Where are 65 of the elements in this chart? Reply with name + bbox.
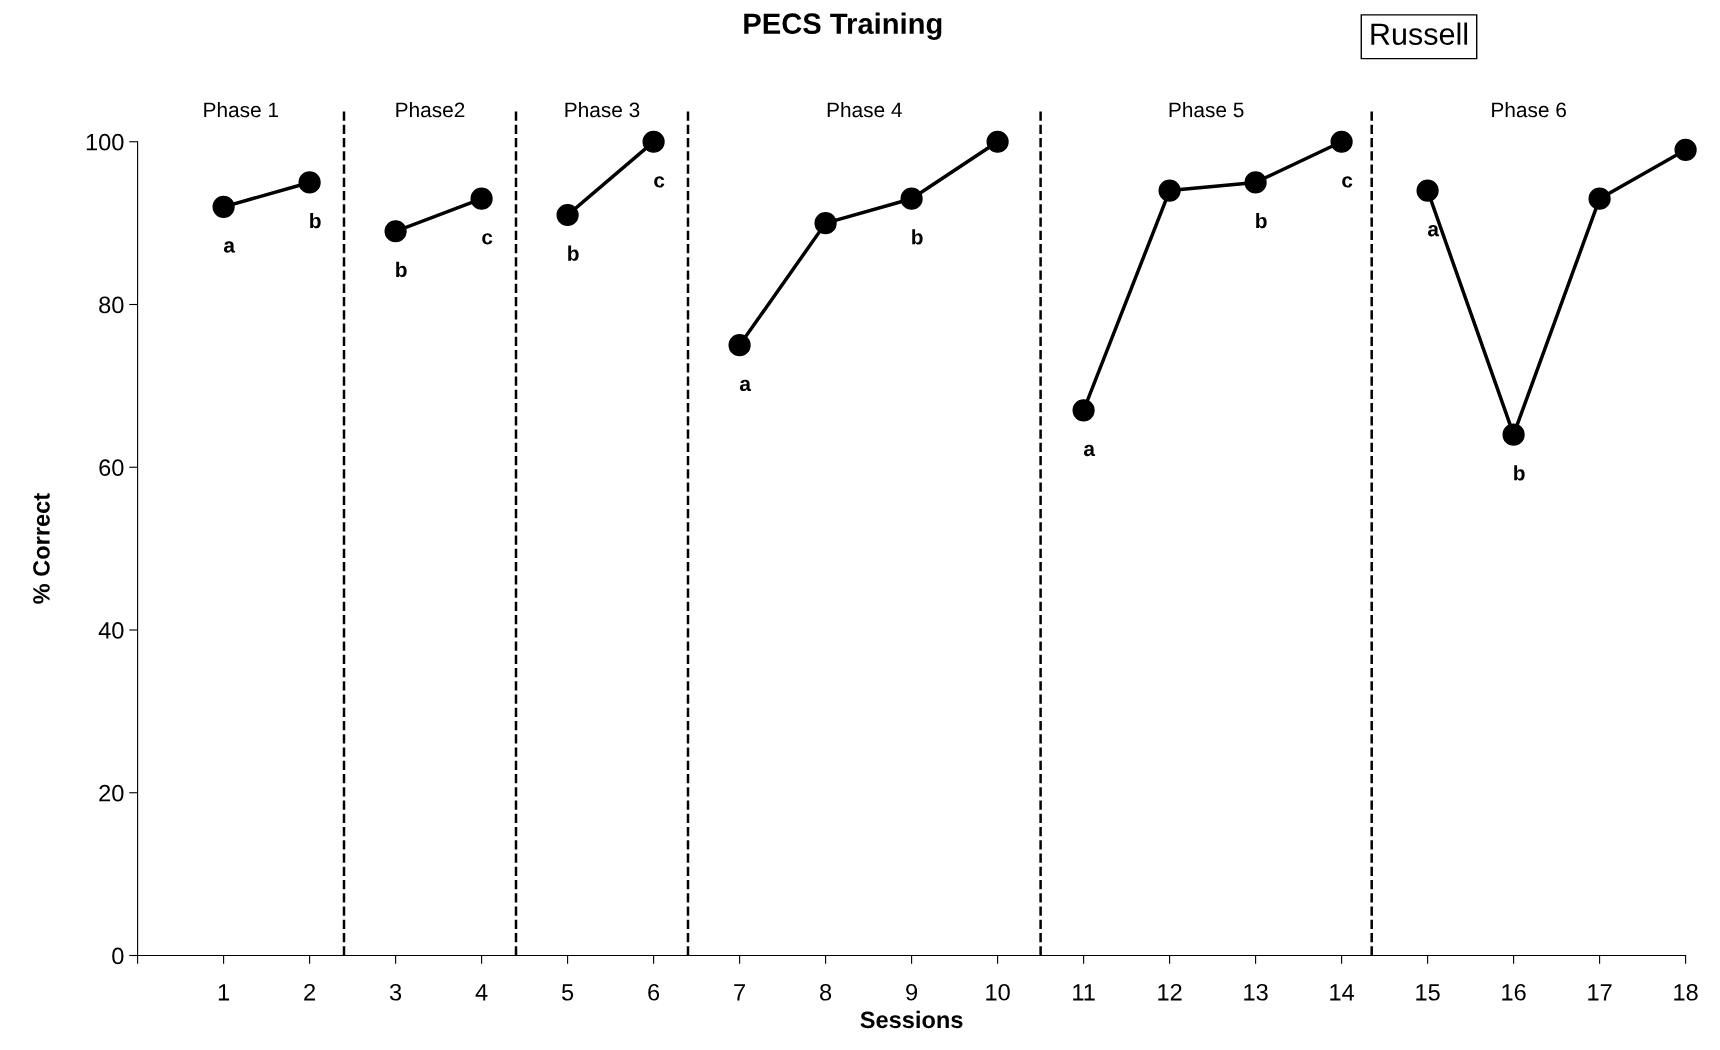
y-tick-label: 20 bbox=[99, 784, 124, 802]
x-tick-label: 16 bbox=[1502, 983, 1526, 1001]
text: Phase 3 bbox=[565, 101, 640, 118]
chart-title: PECS Training bbox=[744, 12, 942, 40]
point bbox=[1072, 399, 1095, 422]
annotation: b bbox=[310, 212, 321, 229]
x-tick-label: 8 bbox=[820, 983, 832, 1001]
point bbox=[1502, 423, 1525, 446]
point bbox=[642, 130, 665, 153]
point bbox=[728, 334, 751, 357]
annotation: c bbox=[654, 176, 665, 188]
y-tick-label: 100 bbox=[86, 133, 124, 151]
point bbox=[900, 187, 923, 210]
annotation: a bbox=[1427, 225, 1440, 237]
annotation: c bbox=[482, 233, 493, 245]
point bbox=[556, 203, 579, 227]
text: Phase 1 bbox=[204, 101, 279, 118]
annotation: c bbox=[1342, 176, 1353, 188]
point bbox=[1330, 130, 1353, 153]
x-tick-label: 12 bbox=[1158, 983, 1182, 1001]
x-tick-label: 13 bbox=[1244, 983, 1268, 1001]
x-tick-label: 5 bbox=[561, 984, 574, 1001]
x-tick-label: 10 bbox=[986, 983, 1010, 1001]
x-tick-label: 14 bbox=[1330, 984, 1355, 1001]
x-tick-label: 9 bbox=[906, 983, 918, 1001]
text: Phase 5 bbox=[1169, 101, 1244, 118]
text: Phase 6 bbox=[1492, 101, 1566, 118]
y-tick-label: 0 bbox=[112, 947, 124, 965]
annotation: b bbox=[1256, 212, 1267, 229]
point bbox=[1416, 179, 1439, 202]
text: Phase 4 bbox=[827, 101, 902, 118]
x-tick-label: 6 bbox=[648, 983, 660, 1001]
point bbox=[1674, 138, 1697, 161]
point bbox=[814, 212, 837, 235]
text: Russell bbox=[1371, 22, 1468, 45]
x-tick-label: 2 bbox=[304, 983, 315, 1001]
x-tick-label: 4 bbox=[475, 984, 488, 1001]
point bbox=[1588, 187, 1611, 210]
y-tick-label: 80 bbox=[99, 296, 124, 314]
x-tick-label: 7 bbox=[734, 984, 745, 1001]
text: Phase2 bbox=[396, 101, 465, 118]
point bbox=[1244, 171, 1267, 194]
x-tick-label: 18 bbox=[1674, 983, 1698, 1001]
x-tick-label: 11 bbox=[1073, 984, 1095, 1001]
annotation: b bbox=[912, 229, 923, 245]
x-tick-label: 15 bbox=[1416, 984, 1440, 1001]
annotation: b bbox=[1514, 465, 1525, 481]
point bbox=[298, 171, 321, 194]
annotation: a bbox=[739, 379, 752, 392]
x-axis-title: Sessions bbox=[860, 1010, 963, 1029]
x-tick-label: 17 bbox=[1588, 984, 1612, 1001]
y-axis-title: % Correct bbox=[33, 493, 50, 604]
point bbox=[384, 220, 407, 243]
y-tick-label: 40 bbox=[98, 622, 124, 639]
x-tick-label: 3 bbox=[389, 983, 402, 1001]
point bbox=[1158, 179, 1181, 202]
point bbox=[212, 195, 235, 218]
y-tick-label: 60 bbox=[99, 459, 124, 477]
x-tick-label: 1 bbox=[218, 984, 230, 1001]
annotation: a bbox=[223, 241, 236, 253]
annotation: a bbox=[1083, 444, 1096, 457]
annotation: b bbox=[396, 261, 407, 278]
point bbox=[470, 187, 493, 210]
point bbox=[986, 130, 1009, 153]
annotation: b bbox=[568, 245, 579, 261]
